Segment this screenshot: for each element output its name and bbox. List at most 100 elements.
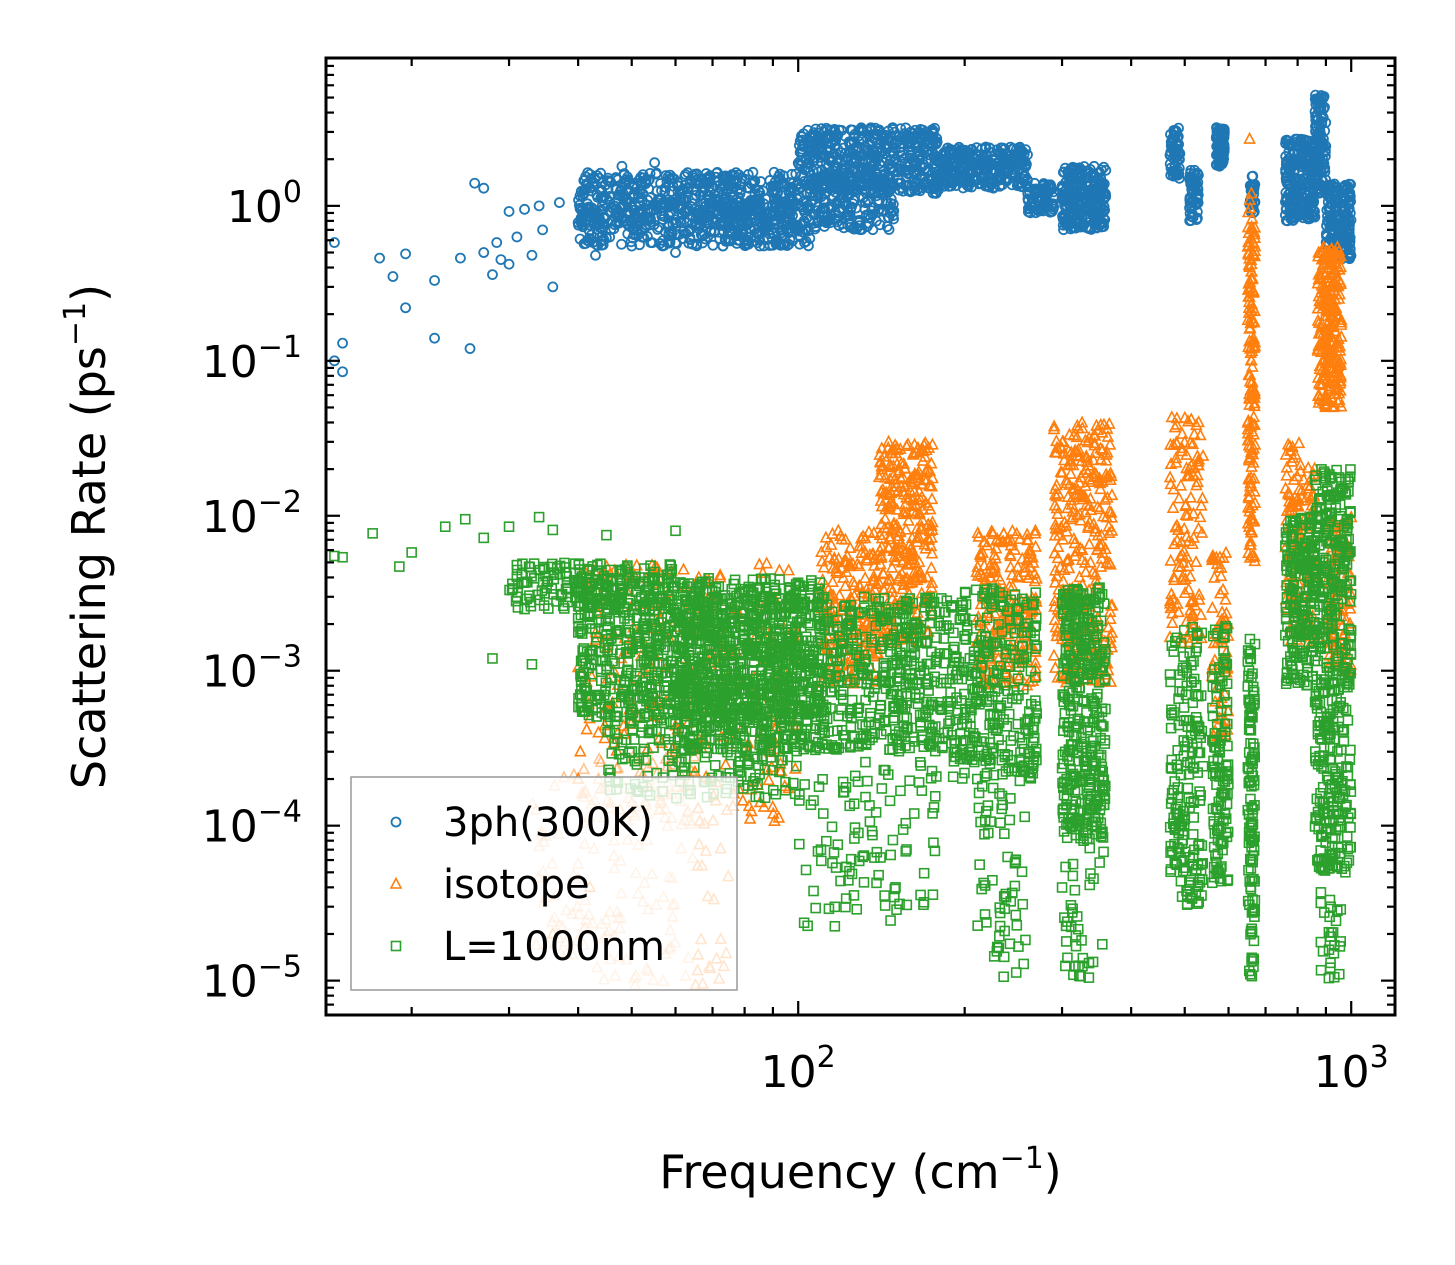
data-point (1035, 187, 1047, 199)
data-point (1005, 160, 1016, 172)
data-point (709, 227, 720, 238)
data-point (1166, 500, 1180, 513)
data-point (749, 175, 761, 187)
data-point (851, 222, 862, 234)
data-point (828, 130, 840, 142)
data-point (816, 149, 828, 161)
data-point (729, 224, 740, 236)
data-point (656, 202, 668, 213)
data-point (464, 343, 476, 354)
data-point (798, 128, 809, 140)
data-point (951, 143, 963, 155)
data-point (878, 148, 890, 160)
data-point (673, 193, 685, 204)
data-point (834, 197, 846, 209)
data-point (645, 204, 657, 216)
data-point (912, 146, 924, 157)
data-point (613, 215, 624, 227)
data-point (455, 252, 466, 264)
data-point (821, 170, 832, 182)
data-point (711, 194, 723, 206)
data-point (762, 234, 773, 245)
data-point (337, 366, 348, 378)
data-point (1164, 553, 1178, 566)
data-point (922, 164, 934, 176)
data-point (764, 221, 776, 233)
data-point (574, 190, 586, 202)
data-point (744, 196, 755, 208)
data-point (779, 231, 791, 242)
data-point (852, 215, 864, 227)
data-point (608, 223, 620, 235)
data-point (773, 563, 786, 576)
data-point (1174, 478, 1188, 491)
data-point (487, 269, 498, 281)
data-point (882, 183, 893, 195)
data-point (580, 202, 592, 214)
data-point (885, 202, 897, 214)
data-point (590, 249, 601, 261)
data-point (878, 169, 890, 180)
data-point (511, 231, 523, 243)
data-point (662, 171, 674, 183)
data-point (1012, 178, 1024, 190)
data-point (926, 131, 938, 143)
data-point (953, 165, 965, 177)
data-point (614, 186, 626, 198)
data-point (927, 126, 939, 137)
data-point (979, 142, 991, 154)
data-point (537, 224, 549, 236)
data-point (594, 205, 606, 217)
data-point (939, 146, 950, 158)
data-point (659, 185, 671, 197)
data-point (677, 562, 690, 575)
data-point (699, 233, 711, 245)
data-point (577, 762, 591, 775)
data-point (872, 177, 884, 189)
data-point (860, 187, 872, 199)
data-point (795, 160, 807, 171)
data-point (809, 172, 820, 184)
data-point (946, 166, 958, 178)
data-point (1046, 205, 1058, 217)
data-point (855, 175, 867, 187)
data-point (671, 180, 683, 192)
data-point (1038, 201, 1050, 212)
data-point (812, 217, 824, 228)
data-point (697, 230, 708, 242)
data-point (877, 174, 889, 186)
data-point (838, 182, 850, 194)
data-point (832, 210, 844, 221)
data-point (856, 156, 868, 168)
data-point (400, 302, 411, 314)
data-point (945, 149, 957, 160)
data-point (688, 184, 699, 195)
data-point (903, 179, 914, 191)
data-point (666, 225, 677, 237)
data-point (877, 146, 889, 157)
data-point (1172, 491, 1186, 504)
data-point (721, 207, 733, 218)
data-point (1194, 607, 1208, 620)
data-point (911, 184, 923, 196)
data-point (387, 271, 399, 282)
data-point (804, 187, 816, 199)
data-point (707, 239, 719, 251)
data-point (1020, 144, 1032, 156)
data-point (1015, 155, 1027, 167)
data-point (850, 202, 862, 214)
data-point (800, 236, 812, 247)
data-point (761, 209, 773, 221)
data-point (587, 216, 599, 227)
data-point (758, 224, 770, 236)
data-point (633, 192, 644, 204)
data-point (652, 223, 664, 235)
data-point (737, 231, 749, 243)
data-point (638, 172, 649, 184)
data-point (1017, 167, 1029, 179)
data-point (702, 171, 714, 183)
data-point (645, 192, 656, 204)
data-point (916, 128, 928, 140)
data-point (889, 126, 901, 138)
